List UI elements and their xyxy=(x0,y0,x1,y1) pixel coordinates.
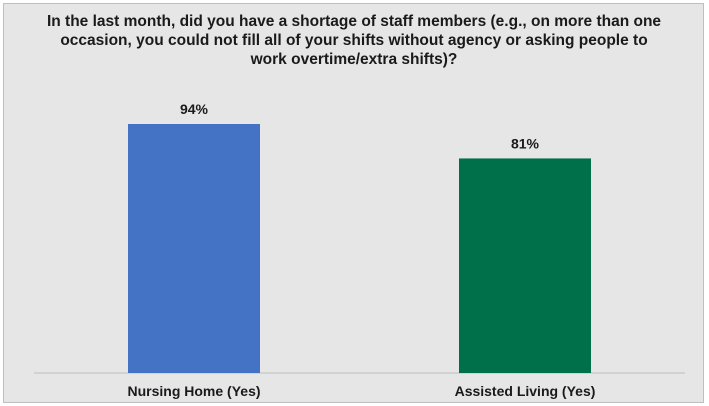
data-label-2: 81% xyxy=(511,135,540,151)
bar-2 xyxy=(459,158,591,373)
chart-frame: In the last month, did you have a shorta… xyxy=(3,3,704,403)
bar-1 xyxy=(128,124,260,373)
data-label-1: 94% xyxy=(180,101,209,117)
category-label-2: Assisted Living (Yes) xyxy=(455,383,596,399)
category-label-1: Nursing Home (Yes) xyxy=(127,383,260,399)
bar-chart-plot: 94% Nursing Home (Yes) 81% Assisted Living … xyxy=(34,101,685,399)
chart-title: In the last month, did you have a shorta… xyxy=(46,13,662,68)
